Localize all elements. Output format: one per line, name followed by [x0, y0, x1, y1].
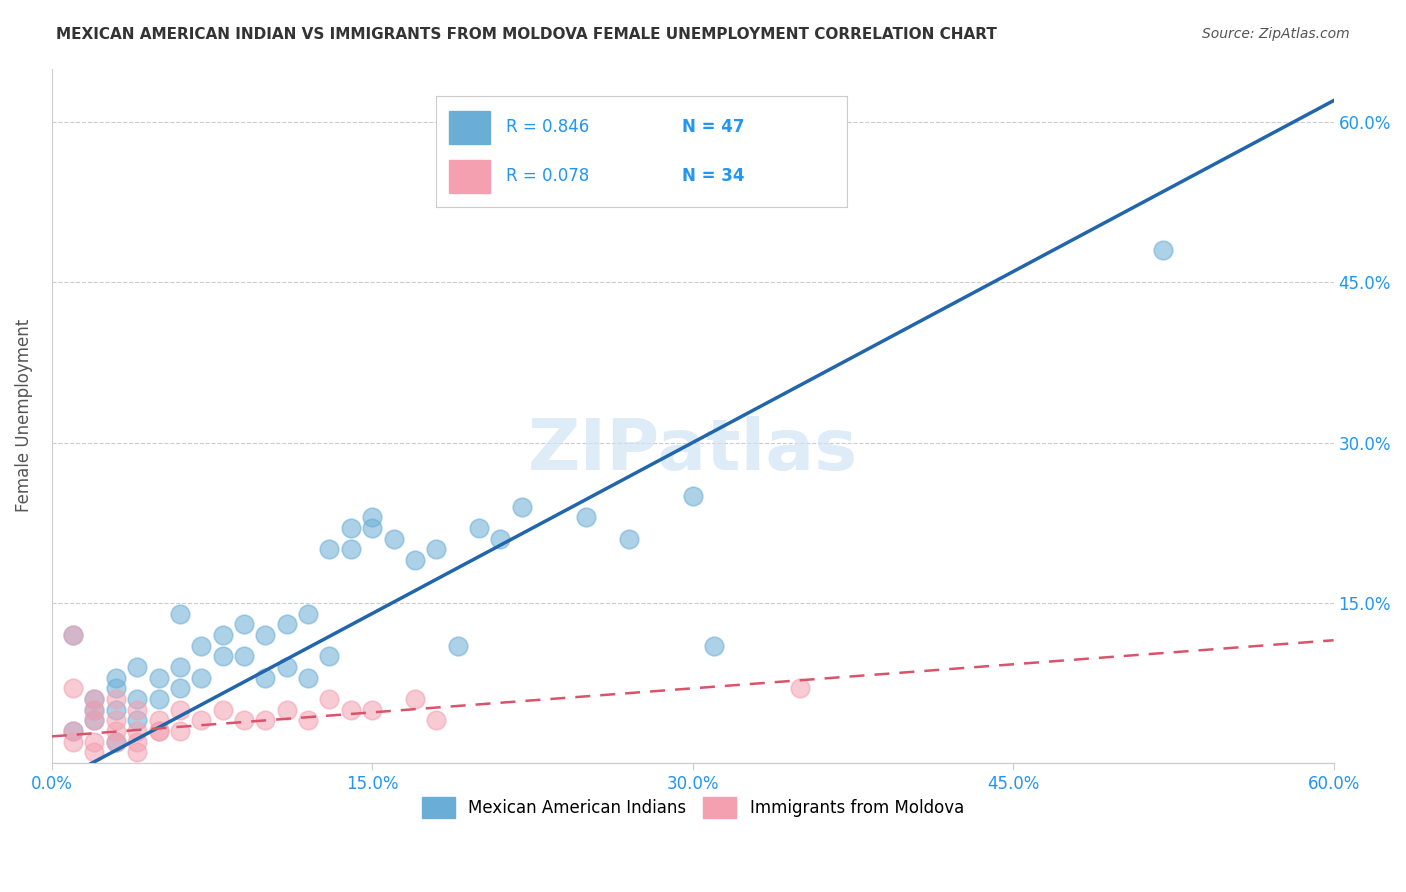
- Point: [62, 735, 84, 749]
- Point: [127, 735, 149, 749]
- Point: [127, 703, 149, 717]
- Point: [211, 649, 233, 664]
- Point: [62, 724, 84, 739]
- Point: [104, 714, 127, 728]
- Point: [127, 692, 149, 706]
- Text: ZIPatlas: ZIPatlas: [527, 416, 858, 485]
- Point: [104, 671, 127, 685]
- Point: [62, 681, 84, 696]
- Point: [104, 703, 127, 717]
- Point: [318, 542, 340, 557]
- Point: [382, 532, 405, 546]
- Point: [83, 714, 105, 728]
- Point: [233, 649, 256, 664]
- Point: [211, 703, 233, 717]
- Point: [1152, 243, 1174, 257]
- Point: [104, 692, 127, 706]
- Point: [297, 714, 319, 728]
- Point: [318, 692, 340, 706]
- Point: [575, 510, 598, 524]
- Point: [62, 628, 84, 642]
- Point: [127, 746, 149, 760]
- Y-axis label: Female Unemployment: Female Unemployment: [15, 319, 32, 512]
- Point: [83, 692, 105, 706]
- Point: [104, 681, 127, 696]
- Point: [404, 553, 426, 567]
- Text: Source: ZipAtlas.com: Source: ZipAtlas.com: [1202, 27, 1350, 41]
- Point: [169, 703, 191, 717]
- Point: [340, 703, 363, 717]
- Point: [447, 639, 470, 653]
- Point: [318, 649, 340, 664]
- Point: [276, 660, 298, 674]
- Point: [254, 628, 277, 642]
- Point: [83, 703, 105, 717]
- Point: [361, 521, 384, 535]
- Point: [404, 692, 426, 706]
- Point: [62, 724, 84, 739]
- Point: [340, 521, 363, 535]
- Point: [489, 532, 512, 546]
- Point: [468, 521, 491, 535]
- Point: [297, 607, 319, 621]
- Point: [190, 671, 212, 685]
- Point: [127, 724, 149, 739]
- Point: [190, 639, 212, 653]
- Point: [233, 617, 256, 632]
- Point: [510, 500, 533, 514]
- Point: [104, 724, 127, 739]
- Point: [340, 542, 363, 557]
- Point: [169, 724, 191, 739]
- Point: [425, 714, 447, 728]
- Point: [148, 724, 170, 739]
- Point: [169, 681, 191, 696]
- Point: [254, 714, 277, 728]
- Point: [83, 746, 105, 760]
- Point: [276, 617, 298, 632]
- Point: [297, 671, 319, 685]
- Point: [361, 703, 384, 717]
- Point: [62, 628, 84, 642]
- Point: [127, 660, 149, 674]
- Point: [169, 607, 191, 621]
- Text: MEXICAN AMERICAN INDIAN VS IMMIGRANTS FROM MOLDOVA FEMALE UNEMPLOYMENT CORRELATI: MEXICAN AMERICAN INDIAN VS IMMIGRANTS FR…: [56, 27, 997, 42]
- Point: [233, 714, 256, 728]
- Point: [190, 714, 212, 728]
- Point: [682, 489, 704, 503]
- Point: [104, 735, 127, 749]
- Point: [83, 692, 105, 706]
- Point: [276, 703, 298, 717]
- Legend: Mexican American Indians, Immigrants from Moldova: Mexican American Indians, Immigrants fro…: [415, 790, 970, 824]
- Point: [617, 532, 640, 546]
- Point: [148, 724, 170, 739]
- Point: [703, 639, 725, 653]
- Point: [104, 735, 127, 749]
- Point: [254, 671, 277, 685]
- Point: [148, 714, 170, 728]
- Point: [211, 628, 233, 642]
- Point: [127, 714, 149, 728]
- Point: [148, 671, 170, 685]
- Point: [148, 692, 170, 706]
- Point: [361, 510, 384, 524]
- Point: [169, 660, 191, 674]
- Point: [83, 703, 105, 717]
- Point: [425, 542, 447, 557]
- Point: [83, 714, 105, 728]
- Point: [83, 735, 105, 749]
- Point: [789, 681, 811, 696]
